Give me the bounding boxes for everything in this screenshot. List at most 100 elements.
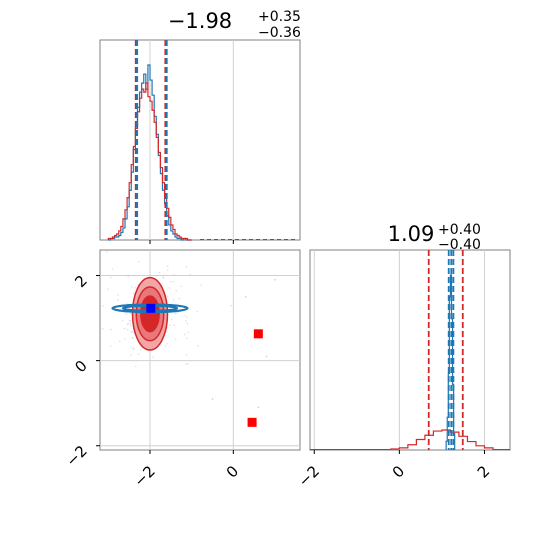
- scatter-point: [131, 330, 134, 333]
- scatter-point: [125, 313, 128, 315]
- x-tick-label: 2: [474, 462, 493, 481]
- scatter-point: [169, 324, 171, 327]
- scatter-point: [118, 340, 121, 343]
- marginal-histogram-x-frame: [99, 39, 301, 241]
- scatter-point: [166, 343, 169, 345]
- y-tick-label: −2: [62, 442, 90, 470]
- marginal-histogram-x-title: −1.98: [168, 9, 232, 33]
- scatter-point: [197, 344, 200, 347]
- scatter-point: [166, 295, 169, 298]
- scatter-point: [132, 274, 134, 277]
- scatter-point: [185, 363, 187, 366]
- title-x-superscript: +0.35: [258, 9, 301, 25]
- scatter-point: [185, 316, 188, 318]
- scatter-point: [173, 274, 175, 276]
- scatter-point: [109, 276, 112, 279]
- scatter-point: [196, 310, 199, 313]
- scatter-point: [111, 267, 114, 270]
- scatter-point: [185, 265, 188, 268]
- marginal-histogram-y-grid: [313, 250, 485, 450]
- scatter-point: [109, 345, 112, 347]
- marginal-histogram-y-series: [310, 274, 510, 450]
- histogram-step-series-0: [445, 274, 456, 450]
- scatter-point: [134, 365, 137, 368]
- scatter-point: [166, 265, 169, 267]
- scatter-point: [130, 331, 132, 333]
- title-x-subscript: −0.36: [258, 25, 301, 41]
- scatter-point: [137, 353, 140, 355]
- scatter-point: [169, 280, 172, 283]
- scatter-point: [116, 299, 119, 301]
- scatter-point: [175, 289, 178, 292]
- scatter-point: [101, 327, 104, 330]
- joint-contour-frame: [99, 249, 301, 451]
- scatter-point: [123, 338, 126, 340]
- scatter-point: [167, 269, 169, 272]
- title-x-value: −1.98: [168, 9, 232, 33]
- scatter-point: [186, 322, 189, 325]
- marker-square-1: [253, 329, 263, 339]
- scatter-point: [166, 327, 169, 329]
- scatter-point: [128, 319, 131, 322]
- joint-markers: [146, 303, 263, 427]
- scatter-point: [131, 337, 133, 339]
- scatter-point: [117, 294, 119, 296]
- scatter-point: [180, 285, 182, 288]
- marginal-histogram-x-series: [107, 64, 296, 241]
- scatter-point: [110, 328, 112, 331]
- scatter-point: [121, 319, 124, 322]
- red-contour-level-2: [140, 295, 160, 333]
- marginal-histogram-x-ticks: [149, 240, 234, 244]
- marker-square-0: [146, 303, 156, 313]
- scatter-point: [185, 319, 187, 322]
- scatter-point: [257, 406, 260, 409]
- title-y-value: 1.09: [388, 222, 435, 246]
- scatter-point: [127, 275, 130, 278]
- x-tick-label: 0: [223, 462, 242, 481]
- scatter-point: [172, 280, 175, 283]
- x-tick-label: 0: [389, 462, 408, 481]
- scatter-point: [168, 287, 171, 289]
- scatter-point: [187, 331, 189, 334]
- scatter-point: [189, 273, 191, 276]
- title-y-subscript: −0.40: [438, 237, 481, 253]
- scatter-point: [173, 324, 175, 326]
- scatter-point: [274, 278, 276, 281]
- scatter-point: [174, 312, 177, 315]
- x-tick-label: −2: [130, 462, 158, 490]
- scatter-point: [107, 288, 109, 290]
- marginal-histogram-y-frame: [309, 249, 511, 451]
- scatter-point: [186, 362, 189, 365]
- scatter-point: [230, 304, 232, 307]
- y-tick-label: 2: [71, 272, 90, 291]
- marginal-histogram-x-quantiles: [134, 40, 168, 240]
- marginal-histogram-y-quantiles: [427, 250, 464, 450]
- scatter-point: [106, 251, 108, 253]
- marker-square-2: [247, 417, 257, 427]
- scatter-point: [185, 354, 188, 356]
- scatter-point: [102, 304, 104, 307]
- scatter-point: [137, 260, 140, 263]
- scatter-point: [134, 286, 136, 289]
- scatter-point: [139, 348, 142, 351]
- scatter-point: [130, 286, 133, 288]
- scatter-point: [123, 327, 126, 330]
- scatter-point: [174, 338, 177, 341]
- histogram-step-series-1: [107, 82, 192, 241]
- marginal-histogram-x-panel: −1.98 +0.35 −0.36: [99, 9, 301, 244]
- scatter-point: [186, 337, 188, 339]
- scatter-point: [165, 331, 168, 333]
- scatter-point: [245, 296, 247, 298]
- scatter-point: [129, 324, 132, 327]
- histogram-step-series-0: [108, 64, 192, 241]
- marginal-histogram-y-title: 1.09: [388, 222, 435, 246]
- scatter-point: [211, 398, 214, 400]
- scatter-point: [200, 284, 203, 286]
- marginal-histogram-y-panel: −2 0 2 1.09 +0.40 −0.40: [295, 222, 511, 490]
- scatter-point: [130, 354, 132, 356]
- histogram-step-series-1: [390, 429, 494, 450]
- joint-red-contours: [131, 276, 169, 351]
- scatter-point: [164, 344, 167, 347]
- scatter-point: [132, 292, 135, 295]
